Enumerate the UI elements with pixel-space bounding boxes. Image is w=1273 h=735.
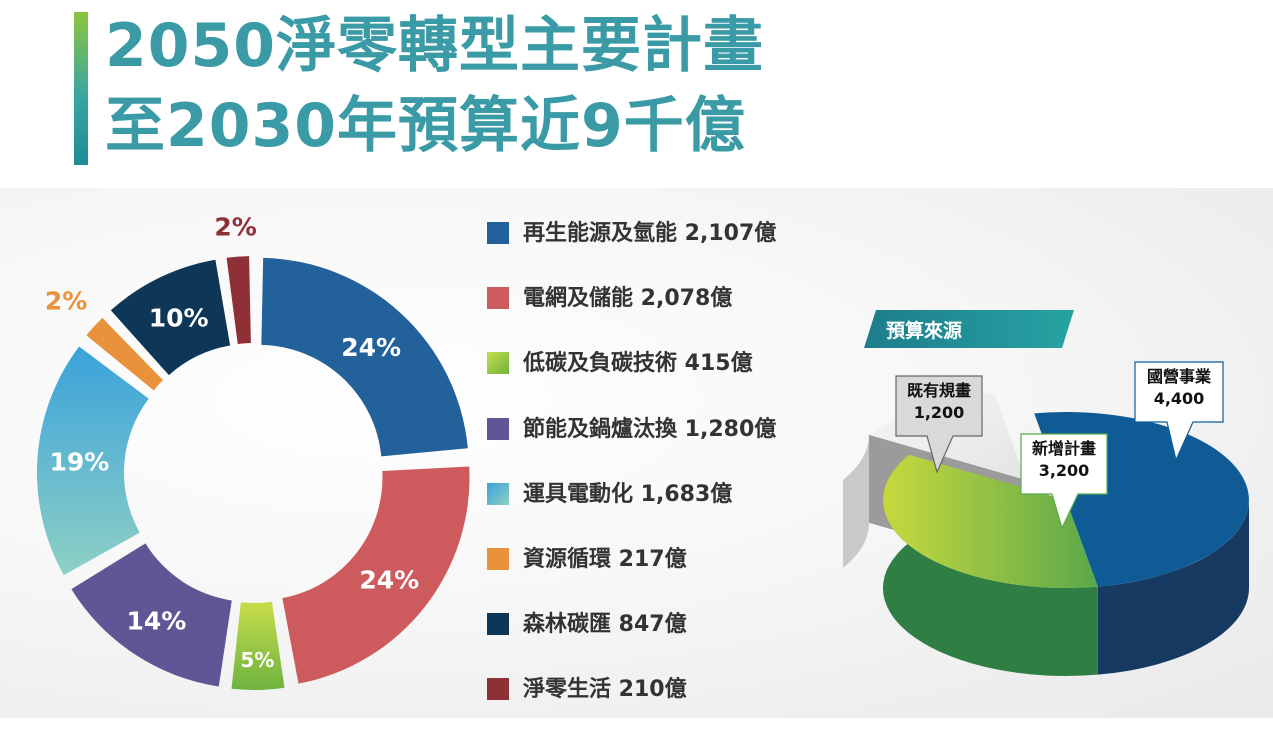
donut-slice-1 [261, 257, 468, 457]
donut-slice-4 [71, 543, 232, 687]
donut-percent-label-2: 24% [359, 565, 419, 594]
donut-percent-label-6: 2% [45, 287, 87, 316]
callout-box-new-plans [1020, 433, 1108, 530]
legend-item: 低碳及負碳技術 415億 [487, 343, 847, 408]
legend-item: 資源循環 217億 [487, 539, 847, 604]
donut-legend: 再生能源及氫能 2,107億 電網及儲能 2,078億 低碳及負碳技術 415億 節能… [487, 213, 847, 735]
donut-percent-label-7: 10% [149, 303, 209, 332]
callout-existing-plans-value: 1,200 [913, 403, 965, 422]
donut-slice-2 [282, 466, 470, 684]
callout-box-state-enterprises [1134, 361, 1224, 462]
pie-existing-plans-side [843, 434, 869, 568]
callout-state-enterprises-value: 4,400 [1153, 389, 1205, 408]
legend-swatch [487, 287, 509, 310]
legend-label: 低碳及負碳技術 415億 [523, 351, 753, 377]
donut-percent-label-5: 19% [49, 447, 109, 476]
budget-source-title: 預算來源 [886, 320, 963, 342]
donut-percent-label-1: 24% [341, 333, 401, 362]
donut-slice-8 [226, 256, 251, 345]
donut-slice-5 [37, 346, 149, 576]
legend-item: 森林碳匯 847億 [487, 604, 847, 669]
legend-label: 森林碳匯 847億 [523, 612, 687, 638]
donut-slice-3 [231, 601, 285, 690]
budget-donut-chart: 24% 24% 5% 14% 19% 2% 10% 2% [37, 213, 470, 690]
callout-new-plans-value: 3,200 [1038, 461, 1090, 480]
callout-new-plans-label: 新增計畫 [1031, 439, 1096, 458]
donut-slice-6 [86, 317, 163, 391]
pie-new-plans-slice [883, 454, 1098, 588]
callout-box-existing-plans [895, 375, 983, 474]
page-title-line-1: 2050淨零轉型主要計畫 [105, 11, 764, 81]
callout-new-plans: 新增計畫 3,200 [1021, 434, 1107, 494]
legend-swatch [487, 222, 509, 244]
legend-swatch [487, 352, 509, 375]
donut-percent-label-8: 2% [214, 213, 256, 242]
callout-state-enterprises-label: 國營事業 [1146, 367, 1211, 386]
callout-existing-plans-label: 既有規畫 [906, 381, 971, 400]
pie-new-plans-side [883, 454, 1098, 676]
page-title-line-2: 至2030年預算近9千億 [105, 91, 746, 161]
budget-source-3d-pie [843, 310, 1249, 676]
legend-swatch [487, 417, 509, 440]
legend-label: 淨零生活 210億 [523, 677, 687, 703]
legend-label: 節能及鍋爐汰換 1,280億 [523, 416, 777, 442]
legend-item: 運具電動化 1,683億 [487, 474, 847, 539]
legend-swatch [487, 678, 509, 701]
donut-percent-label-4: 14% [126, 607, 186, 636]
legend-label: 運具電動化 1,683億 [523, 481, 733, 507]
donut-slice-7 [110, 259, 231, 376]
legend-label: 再生能源及氫能 2,107億 [523, 221, 777, 246]
legend-label: 資源循環 217億 [523, 546, 687, 572]
legend-label: 電網及儲能 2,078億 [523, 286, 733, 312]
legend-swatch [487, 482, 509, 505]
callout-existing-plans: 既有規畫 1,200 [896, 376, 982, 436]
legend-item: 電網及儲能 2,078億 [487, 278, 847, 343]
title-accent-bar [74, 12, 88, 165]
legend-swatch [487, 613, 509, 636]
legend-swatch [487, 547, 509, 570]
legend-item: 再生能源及氫能 2,107億 [487, 213, 847, 278]
pie-state-enterprises-side [1097, 500, 1249, 675]
legend-item: 淨零生活 210億 [487, 669, 847, 734]
legend-item: 節能及鍋爐汰換 1,280億 [487, 409, 847, 474]
callout-state-enterprises: 國營事業 4,400 [1135, 362, 1223, 422]
donut-percent-label-3: 5% [240, 648, 274, 672]
budget-source-title-banner [864, 310, 1074, 348]
